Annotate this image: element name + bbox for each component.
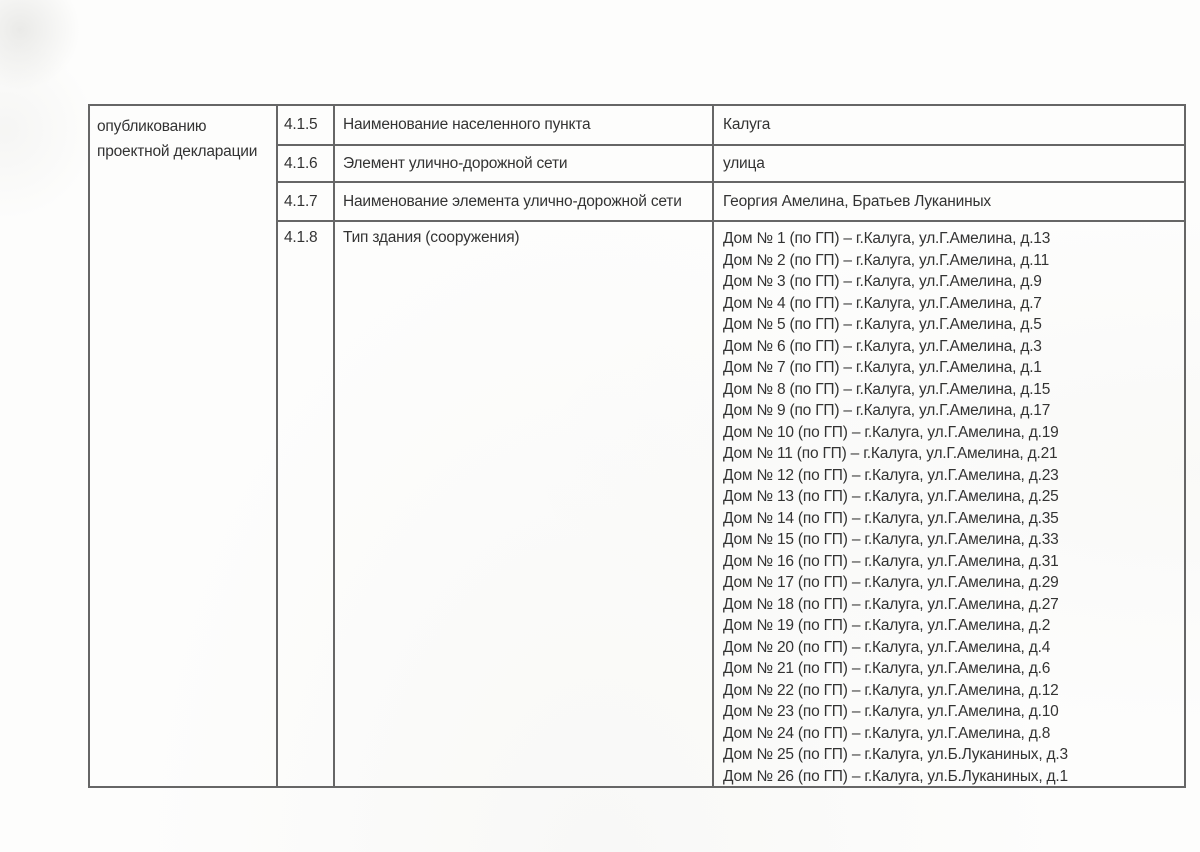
- table-cell-item-number: 4.1.6: [278, 146, 335, 183]
- building-address-line: Дом № 10 (по ГП) – г.Калуга, ул.Г.Амелин…: [723, 423, 1059, 441]
- building-address-line: Дом № 17 (по ГП) – г.Калуга, ул.Г.Амелин…: [723, 574, 1059, 591]
- table-cell-item-label: Элемент улично-дорожной сети: [335, 146, 714, 183]
- table-cell-item-number: 4.1.7: [278, 183, 335, 222]
- building-address-line: Дом № 15 (по ГП) – г.Калуга, ул.Г.Амелин…: [723, 531, 1059, 548]
- building-address-line: Дом № 25 (по ГП) – г.Калуга, ул.Б.Лукани…: [723, 746, 1068, 763]
- building-address-line: Дом № 11 (по ГП) – г.Калуга, ул.Г.Амелин…: [723, 445, 1058, 462]
- building-address-line: Дом № 18 (по ГП) – г.Калуга, ул.Г.Амелин…: [723, 595, 1059, 613]
- table-cell-item-label: Наименование населенного пункта: [335, 106, 714, 146]
- building-address-line: Дом № 21 (по ГП) – г.Калуга, ул.Г.Амелин…: [723, 660, 1051, 677]
- table-cell-item-number: 4.1.8: [278, 222, 335, 787]
- building-address-line: Дом № 26 (по ГП) – г.Калуга, ул.Б.Лукани…: [723, 767, 1068, 785]
- building-address-line: Дом № 13 (по ГП) – г.Калуга, ул.Г.Амелин…: [723, 488, 1059, 505]
- building-address-line: Дом № 6 (по ГП) – г.Калуга, ул.Г.Амелина…: [723, 337, 1042, 355]
- table-cell-item-number: 4.1.5: [278, 106, 335, 146]
- table-cell-item-label: Наименование элемента улично-дорожной се…: [335, 183, 714, 222]
- building-address-line: Дом № 16 (по ГП) – г.Калуга, ул.Г.Амелин…: [723, 552, 1059, 570]
- table-cell-item-value: Калуга: [714, 106, 1184, 146]
- building-address-line: Дом № 24 (по ГП) – г.Калуга, ул.Г.Амелин…: [723, 724, 1051, 742]
- building-address-line: Дом № 23 (по ГП) – г.Калуга, ул.Г.Амелин…: [723, 703, 1059, 720]
- building-address-line: Дом № 1 (по ГП) – г.Калуга, ул.Г.Амелина…: [723, 230, 1051, 247]
- building-address-line: Дом № 7 (по ГП) – г.Калуга, ул.Г.Амелина…: [723, 359, 1042, 376]
- building-address-list: Дом № 1 (по ГП) – г.Калуга, ул.Г.Амелина…: [714, 222, 1184, 787]
- table-cell-section-label: опубликованию проектной декларации: [90, 106, 278, 787]
- building-address-line: Дом № 2 (по ГП) – г.Калуга, ул.Г.Амелина…: [723, 251, 1049, 269]
- building-address-line: Дом № 3 (по ГП) – г.Калуга, ул.Г.Амелина…: [723, 273, 1042, 290]
- building-address-line: Дом № 12 (по ГП) – г.Калуга, ул.Г.Амелин…: [723, 466, 1059, 484]
- table-cell-item-value: Георгия Амелина, Братьев Луканиных: [714, 183, 1184, 222]
- building-address-line: Дом № 9 (по ГП) – г.Калуга, ул.Г.Амелина…: [723, 402, 1051, 419]
- building-address-line: Дом № 8 (по ГП) – г.Калуга, ул.Г.Амелина…: [723, 380, 1051, 398]
- building-address-line: Дом № 20 (по ГП) – г.Калуга, ул.Г.Амелин…: [723, 638, 1051, 656]
- building-address-line: Дом № 22 (по ГП) – г.Калуга, ул.Г.Амелин…: [723, 681, 1059, 699]
- table-cell-item-label: Тип здания (сооружения): [335, 222, 714, 787]
- building-address-line: Дом № 5 (по ГП) – г.Калуга, ул.Г.Амелина…: [723, 316, 1042, 333]
- declaration-table: опубликованию проектной декларации 4.1.5…: [88, 104, 1186, 788]
- building-address-line: Дом № 14 (по ГП) – г.Калуга, ул.Г.Амелин…: [723, 509, 1059, 527]
- table-cell-item-value: улица: [714, 146, 1184, 183]
- building-address-line: Дом № 4 (по ГП) – г.Калуга, ул.Г.Амелина…: [723, 294, 1042, 312]
- building-address-line: Дом № 19 (по ГП) – г.Калуга, ул.Г.Амелин…: [723, 617, 1051, 634]
